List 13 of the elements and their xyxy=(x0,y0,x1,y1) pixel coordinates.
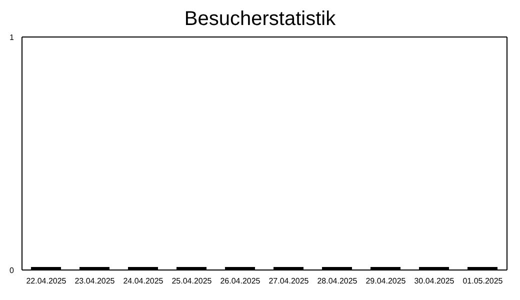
x-tick-label: 25.04.2025 xyxy=(172,276,212,286)
x-tick-label: 01.05.2025 xyxy=(462,276,504,286)
x-tick-label: 26.04.2025 xyxy=(220,276,261,286)
x-tick-label: 29.04.2025 xyxy=(366,276,406,286)
y-tick-label: 0 xyxy=(10,266,15,275)
x-tick-label: 22.04.2025 xyxy=(26,276,67,286)
x-tick-label: 30.04.2025 xyxy=(414,276,455,286)
x-tick-label: 27.04.2025 xyxy=(268,276,310,286)
x-tick-label: 24.04.2025 xyxy=(123,276,164,286)
x-tick-label: 23.04.2025 xyxy=(74,276,116,286)
chart-title: Besucherstatistik xyxy=(183,8,337,32)
x-tick-label: 28.04.2025 xyxy=(317,276,358,286)
y-tick-label: 1 xyxy=(10,32,15,42)
